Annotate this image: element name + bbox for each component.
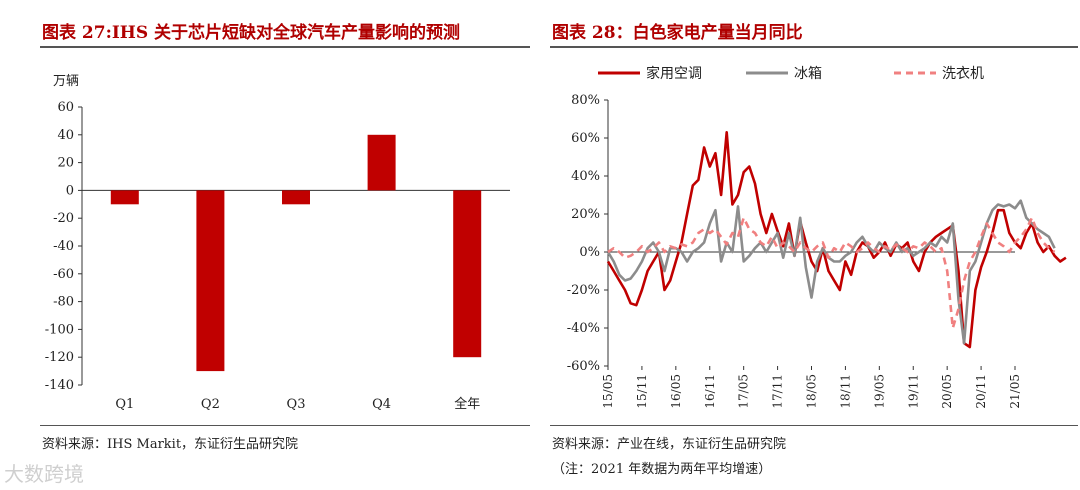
x-tick-label: 18/05 — [805, 374, 819, 409]
x-tick-label: Q2 — [201, 397, 220, 412]
legend-label: 洗衣机 — [942, 66, 984, 82]
y-tick-label: 0 — [66, 183, 74, 198]
bar-chart-title: 图表 27:IHS 关于芯片短缺对全球汽车产量影响的预测 — [42, 23, 461, 43]
line-chart-title: 图表 28：白色家电产量当月同比 — [552, 23, 803, 43]
x-tick-label: 17/11 — [771, 374, 785, 409]
y-tick-label: 20 — [57, 156, 74, 171]
y-tick-label: 60% — [571, 131, 600, 146]
y-tick-label: 80% — [571, 93, 600, 108]
source-divider — [550, 425, 1078, 426]
source-divider — [40, 425, 530, 426]
bar-chart-source: 资料来源：IHS Markit，东证衍生品研究院 — [42, 437, 299, 452]
y-tick-label: 20% — [571, 207, 600, 222]
x-tick-label: 全年 — [454, 396, 480, 412]
line-chart: 家用空调 冰箱 洗衣机 80% 60% 40% 20% 0% -20% -40% -60%15/05… — [567, 65, 1067, 409]
y-tick-label: -40% — [567, 321, 600, 336]
right-panel: 图表 28：白色家电产量当月同比 家用空调 冰箱 洗衣机 80% 60% 40% 20% 0%… — [540, 0, 1080, 490]
bar-chart: 万辆 60 40 20 0 -20 -40 -60 -80 -100 -120 -140 Q1 Q2 Q3 Q… — [45, 74, 510, 412]
y-tick-label: -120 — [45, 350, 74, 365]
x-tick-label: 21/05 — [1008, 374, 1022, 409]
series-line — [606, 131, 1067, 349]
x-tick-label: 15/11 — [635, 374, 649, 409]
bar — [196, 190, 225, 372]
x-tick-label: 20/05 — [940, 374, 954, 409]
title-divider — [40, 46, 530, 48]
x-tick-label: Q1 — [115, 397, 134, 412]
x-tick-label: 19/05 — [872, 374, 886, 409]
legend-label: 家用空调 — [646, 65, 702, 82]
y-tick-label: 60 — [57, 100, 74, 115]
x-tick-label: Q3 — [287, 397, 306, 412]
bar — [367, 134, 396, 191]
x-tick-label: 20/11 — [974, 374, 988, 409]
y-tick-label: -140 — [45, 378, 74, 393]
x-tick-label: 17/05 — [737, 374, 751, 409]
legend-label: 冰箱 — [794, 66, 822, 82]
y-tick-label: 0% — [579, 245, 600, 260]
x-tick-label: 16/05 — [669, 374, 683, 409]
y-tick-label: -80 — [53, 295, 74, 310]
bar — [453, 190, 482, 358]
line-chart-note: （注：2021 年数据为两年平均增速） — [552, 462, 772, 477]
left-panel: 图表 27:IHS 关于芯片短缺对全球汽车产量影响的预测 万辆 60 40 20 0 -2… — [40, 23, 530, 452]
y-tick-label: 40% — [571, 169, 600, 184]
y-tick-label: -60 — [53, 267, 74, 282]
title-divider — [550, 46, 1078, 48]
bar — [110, 190, 139, 205]
y-tick-label: -20 — [53, 211, 74, 226]
line-chart-source: 资料来源：产业在线，东证衍生品研究院 — [552, 437, 787, 452]
x-tick-label: 16/11 — [703, 374, 717, 409]
y-tick-label: -100 — [45, 322, 74, 337]
y-tick-label: 40 — [57, 128, 74, 143]
x-tick-label: Q4 — [372, 397, 391, 412]
y-tick-label: -20% — [567, 283, 600, 298]
series-line — [607, 216, 1056, 330]
y-tick-label: -40 — [53, 239, 74, 254]
x-tick-label: 15/05 — [601, 374, 615, 409]
series-line — [606, 199, 1056, 345]
y-tick-label: -60% — [567, 359, 600, 374]
x-tick-label: 18/11 — [838, 374, 852, 409]
bar — [282, 190, 310, 205]
y-unit-label: 万辆 — [53, 74, 79, 89]
watermark: 大数跨境 — [4, 462, 84, 486]
x-tick-label: 19/11 — [906, 374, 920, 409]
